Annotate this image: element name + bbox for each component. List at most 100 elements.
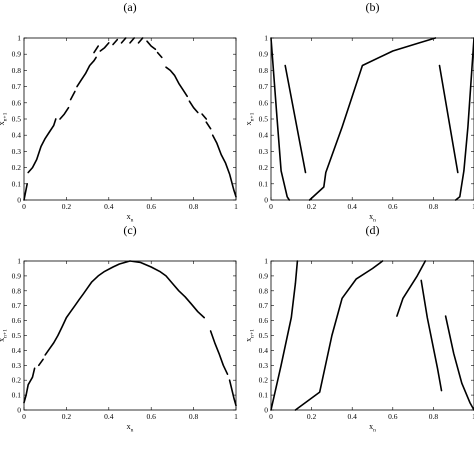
y-tick-label: 0 <box>264 406 268 415</box>
x-tick-label: 0.6 <box>388 412 398 421</box>
y-tick-label: 0.6 <box>259 98 269 107</box>
plot-frame <box>270 37 474 201</box>
x-tick-label: 0.8 <box>429 412 439 421</box>
y-tick-label: 0.8 <box>12 66 22 75</box>
x-tick-label: 0 <box>22 202 26 211</box>
x-tick-label: 0.4 <box>104 412 114 421</box>
y-tick-label: 0.1 <box>259 391 269 400</box>
y-tick-label: 0.2 <box>12 376 22 385</box>
curve-segment <box>146 40 157 51</box>
x-tick-label: 0.2 <box>62 202 72 211</box>
y-tick-label: 0.4 <box>12 346 22 355</box>
y-tick-label: 0 <box>17 406 21 415</box>
curve-segment <box>44 260 205 356</box>
y-tick-label: 1 <box>264 257 268 266</box>
y-tick-label: 0.5 <box>12 331 22 340</box>
panel-a: (a) 0 0.2 0.4 0.6 0.8 1 0 0.1 0.2 0.3 0.4 0.5 0.6 0.7 0… <box>0 0 238 223</box>
panel-label: (c) <box>123 223 136 237</box>
y-tick-label: 0.7 <box>12 301 22 310</box>
y-axis-label: xn+1 <box>244 112 255 125</box>
x-tick-label: 0.8 <box>429 202 439 211</box>
y-tick-label: 0.7 <box>12 82 22 91</box>
curve-segment <box>165 66 188 98</box>
y-tick-label: 0.5 <box>259 331 269 340</box>
x-tick-label: 0.6 <box>147 202 157 211</box>
y-tick-label: 0.8 <box>259 286 269 295</box>
x-tick-label: 0.8 <box>189 412 199 421</box>
x-axis-label: xn <box>369 422 376 433</box>
y-axis-label: xn+1 <box>244 329 255 342</box>
y-tick-label: 0.8 <box>259 66 269 75</box>
y-tick-label: 0.9 <box>12 271 22 280</box>
curve-segment <box>420 279 443 392</box>
x-tick-label: 0.2 <box>307 412 317 421</box>
panel-label: (a) <box>123 0 136 14</box>
y-tick-label: 0.2 <box>259 163 269 172</box>
y-tick-label: 0.7 <box>259 82 269 91</box>
y-tick-label: 1 <box>17 257 21 266</box>
x-tick-label: 0 <box>269 202 273 211</box>
y-tick-label: 0.8 <box>12 286 22 295</box>
y-tick-label: 0 <box>17 196 21 205</box>
curve-segment <box>76 56 97 88</box>
x-tick-label: 0.6 <box>388 202 398 211</box>
x-tick-label: 1 <box>234 202 238 211</box>
curve-segment <box>188 100 199 114</box>
y-tick-label: 0.3 <box>259 361 269 370</box>
y-tick-label: 0.4 <box>259 131 269 140</box>
curve-segment <box>59 106 70 120</box>
x-tick-label: 0 <box>269 412 273 421</box>
y-tick-label: 0.9 <box>259 50 269 59</box>
y-tick-label: 1 <box>17 34 21 43</box>
curve-segment <box>156 51 163 59</box>
y-axis-label: xn+1 <box>0 329 8 342</box>
curve-segment <box>444 315 474 411</box>
y-tick-label: 0.2 <box>259 376 269 385</box>
curve-segment <box>211 134 237 198</box>
curve-segment <box>38 358 44 367</box>
curve-segment <box>270 37 291 201</box>
y-tick-label: 0.3 <box>259 147 269 156</box>
y-tick-label: 0.7 <box>259 301 269 310</box>
curve-segment <box>137 37 144 44</box>
y-tick-label: 0.5 <box>12 115 22 124</box>
curve-segment <box>308 37 437 201</box>
curve-segment <box>120 37 127 44</box>
curve-segment <box>396 260 427 317</box>
curve-segment <box>93 45 99 54</box>
panel-b: (b) 0 0.2 0.4 0.6 0.8 1 0 0.1 0.2 0.3 0.4 0.5 0.6 0.7 0… <box>244 0 474 223</box>
curve-segment <box>112 38 119 46</box>
y-tick-label: 0.9 <box>259 271 269 280</box>
curve-segment <box>294 260 384 411</box>
y-tick-label: 0 <box>264 196 268 205</box>
curve-segment <box>23 183 28 201</box>
x-tick-label: 0.8 <box>189 202 199 211</box>
curve-segment <box>205 121 212 130</box>
y-tick-label: 0.1 <box>259 179 269 188</box>
curve-segment <box>201 113 208 120</box>
x-tick-label: 1 <box>472 202 474 211</box>
y-axis-label: xn+1 <box>0 112 8 125</box>
curve-segment <box>209 330 229 375</box>
panel-c: (c) 0 0.2 0.4 0.6 0.8 1 0 0.1 0.2 0.3 0.4 0.5 0.6 0.7 0… <box>0 223 238 433</box>
y-tick-label: 0.3 <box>12 147 22 156</box>
y-tick-label: 0.5 <box>259 115 269 124</box>
x-tick-label: 1 <box>234 412 238 421</box>
curve-segment <box>99 42 110 52</box>
panel-d: (d) 0 0.2 0.4 0.6 0.8 1 0 0.1 0.2 0.3 0.4 0.5 0.6 0.7 0… <box>244 223 474 433</box>
y-tick-label: 1 <box>264 34 268 43</box>
plot-frame <box>23 260 237 411</box>
curve-segment <box>270 260 299 411</box>
curve-segment <box>454 37 474 201</box>
y-tick-label: 0.9 <box>12 50 22 59</box>
curve-segment <box>27 118 57 174</box>
panel-label: (b) <box>366 0 380 14</box>
x-axis-label: xn <box>369 212 376 223</box>
y-tick-label: 0.4 <box>259 346 269 355</box>
x-tick-label: 0.2 <box>307 202 317 211</box>
x-tick-label: 0.6 <box>147 412 157 421</box>
curve-segment <box>228 379 237 407</box>
x-axis-label: xn <box>127 422 134 433</box>
curve-segment <box>129 37 135 44</box>
